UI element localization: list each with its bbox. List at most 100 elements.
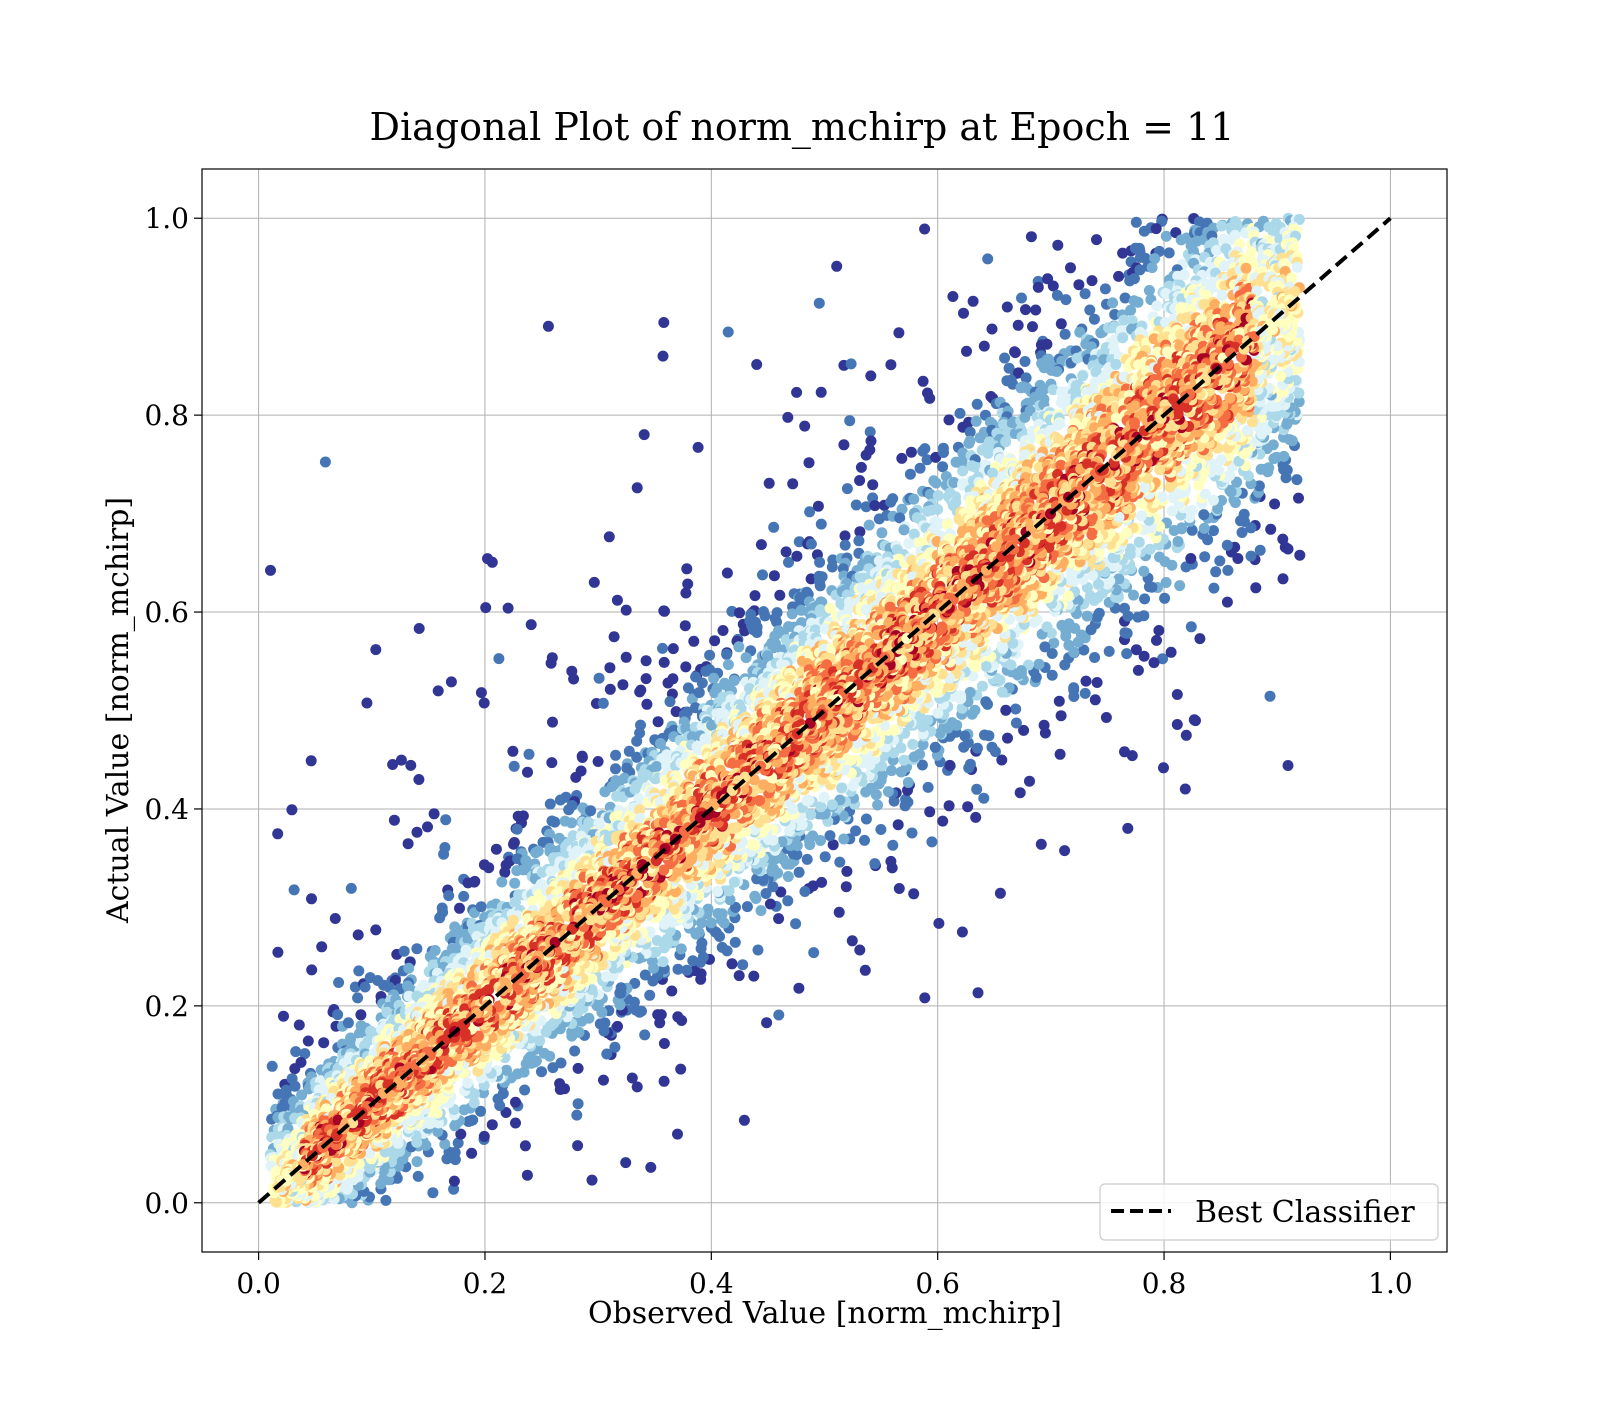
scatter-point xyxy=(972,399,983,410)
scatter-point xyxy=(1158,762,1169,773)
scatter-point xyxy=(632,482,643,493)
scatter-point xyxy=(413,1171,424,1182)
scatter-point xyxy=(1039,641,1050,652)
scatter-point xyxy=(1036,839,1047,850)
scatter-point xyxy=(1293,493,1304,504)
scatter-point xyxy=(971,784,982,795)
scatter-point xyxy=(507,746,518,757)
scatter-point xyxy=(1002,733,1013,744)
scatter-point xyxy=(1241,263,1252,274)
scatter-point xyxy=(403,838,414,849)
scatter-point xyxy=(1013,320,1024,331)
scatter-point xyxy=(413,774,424,785)
scatter-point xyxy=(1073,279,1084,290)
scatter-point xyxy=(947,291,958,302)
scatter-point xyxy=(434,912,445,923)
scatter-point xyxy=(730,937,741,948)
scatter-point xyxy=(860,787,871,798)
scatter-point xyxy=(746,839,757,850)
scatter-point xyxy=(906,447,917,458)
scatter-point xyxy=(289,884,300,895)
scatter-point xyxy=(320,457,331,468)
scatter-point xyxy=(370,644,381,655)
scatter-point xyxy=(841,866,852,877)
scatter-point xyxy=(566,817,577,828)
scatter-point xyxy=(896,453,907,464)
scatter-point xyxy=(666,986,677,997)
scatter-point xyxy=(346,883,357,894)
scatter-point xyxy=(781,546,792,557)
scatter-point xyxy=(343,1017,354,1028)
scatter-point xyxy=(1256,464,1267,475)
scatter-point xyxy=(787,478,798,489)
scatter-point xyxy=(360,982,371,993)
scatter-point xyxy=(672,1011,683,1022)
scatter-point xyxy=(487,557,498,568)
scatter-point xyxy=(739,1115,750,1126)
scatter-point xyxy=(290,1046,301,1057)
scatter-point xyxy=(750,590,761,601)
scatter-point xyxy=(639,429,650,440)
scatter-point xyxy=(844,415,855,426)
scatter-point xyxy=(816,519,827,530)
scatter-point xyxy=(893,819,904,830)
scatter-point xyxy=(595,1018,606,1029)
scatter-point xyxy=(272,828,283,839)
scatter-point xyxy=(965,687,976,698)
scatter-point xyxy=(609,1042,620,1053)
scatter-point xyxy=(657,643,668,654)
scatter-point xyxy=(1133,297,1144,308)
scatter-point xyxy=(461,948,472,959)
scatter-point xyxy=(761,1017,772,1028)
scatter-point xyxy=(859,835,870,846)
scatter-point xyxy=(851,500,862,511)
scatter-point xyxy=(900,794,911,805)
scatter-point xyxy=(872,800,883,811)
scatter-point xyxy=(733,641,744,652)
scatter-point xyxy=(794,867,805,878)
scatter-point xyxy=(609,631,620,642)
scatter-point xyxy=(1151,223,1162,234)
scatter-point xyxy=(440,814,451,825)
scatter-point xyxy=(909,751,920,762)
scatter-point xyxy=(332,1009,343,1020)
scatter-point xyxy=(658,317,669,328)
scatter-point xyxy=(1275,371,1286,382)
scatter-point xyxy=(1056,620,1067,631)
scatter-point xyxy=(680,661,691,672)
scatter-point xyxy=(422,821,433,832)
scatter-point xyxy=(1255,545,1266,556)
scatter-point xyxy=(1026,231,1037,242)
scatter-point xyxy=(589,577,600,588)
scatter-point xyxy=(968,296,979,307)
scatter-point xyxy=(641,655,652,666)
scatter-point xyxy=(801,795,812,806)
scatter-point xyxy=(999,353,1010,364)
scatter-point xyxy=(791,387,802,398)
scatter-point xyxy=(977,681,988,692)
scatter-point xyxy=(1002,302,1013,313)
scatter-point xyxy=(1208,525,1219,536)
scatter-point xyxy=(601,971,612,982)
scatter-point xyxy=(1151,635,1162,646)
scatter-point xyxy=(610,750,621,761)
scatter-point xyxy=(652,1009,663,1020)
scatter-point xyxy=(791,551,802,562)
scatter-point xyxy=(983,448,994,459)
scatter-point xyxy=(1173,536,1184,547)
scatter-point xyxy=(942,519,953,530)
scatter-point xyxy=(1092,677,1103,688)
scatter-point xyxy=(688,636,699,647)
scatter-point xyxy=(938,447,949,458)
scatter-point xyxy=(987,742,998,753)
scatter-point xyxy=(543,321,554,332)
scatter-point xyxy=(672,1129,683,1140)
scatter-point xyxy=(749,891,760,902)
scatter-point xyxy=(1161,231,1172,242)
scatter-point xyxy=(389,815,400,826)
scatter-point xyxy=(1250,582,1261,593)
scatter-point xyxy=(1089,314,1100,325)
scatter-point xyxy=(808,947,819,958)
scatter-point xyxy=(970,812,981,823)
